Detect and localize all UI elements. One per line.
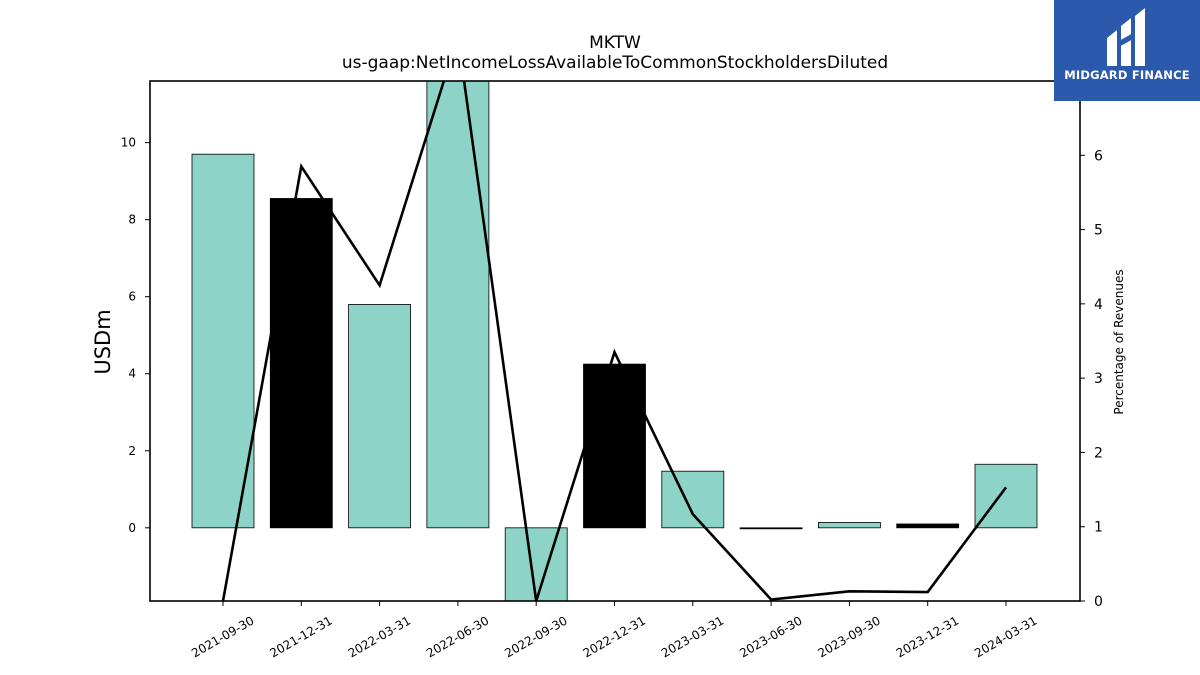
x-tick-label: 2022-06-30 [424, 613, 491, 660]
logo-mark-icon [1107, 8, 1145, 66]
y-tick-label-right: 3 [1094, 371, 1103, 387]
y-tick-label-right: 4 [1094, 297, 1103, 313]
logo-text: MIDGARD FINANCE [1064, 68, 1190, 82]
bar [896, 523, 960, 529]
x-tick-label: 2023-12-31 [894, 613, 961, 660]
chart-title: MKTW [589, 33, 641, 53]
x-tick-label: 2023-03-31 [659, 613, 726, 660]
y-axis-label-left: USDm [91, 309, 115, 374]
y-tick-label-right: 0 [1094, 594, 1103, 610]
bar [504, 527, 568, 601]
y-tick-label-left: 8 [128, 213, 136, 227]
y-tick-label-right: 5 [1094, 223, 1103, 239]
line-series [221, 81, 1008, 601]
percentage-line [221, 81, 1008, 601]
y-tick-label-right: 1 [1094, 520, 1103, 536]
y-tick-label-left: 10 [121, 136, 136, 150]
y-tick-label-left: 2 [128, 444, 136, 458]
x-tick-label: 2024-03-31 [972, 613, 1039, 660]
bar [269, 198, 333, 529]
bar [974, 463, 1038, 529]
x-tick-label: 2022-12-31 [581, 613, 648, 660]
bar [426, 81, 490, 529]
brand-logo: MIDGARD FINANCE [1054, 0, 1200, 101]
y-tick-label-right: 2 [1094, 445, 1103, 461]
bar [191, 153, 255, 529]
chart-subtitle: us-gaap:NetIncomeLossAvailableToCommonSt… [342, 53, 888, 73]
bar [739, 527, 803, 530]
bar [818, 522, 881, 529]
x-tick-label: 2023-06-30 [737, 613, 804, 660]
y-tick-label-left: 4 [128, 367, 136, 381]
x-tick-label: 2021-12-31 [267, 613, 334, 660]
x-tick-label: 2022-03-31 [346, 613, 413, 660]
bar [348, 304, 412, 529]
bar-series [191, 81, 1038, 601]
bar [661, 470, 725, 529]
x-tick-label: 2021-09-30 [189, 613, 256, 660]
bar [583, 363, 646, 529]
y-tick-label-right: 6 [1094, 148, 1103, 164]
y-axis-label-right: Percentage of Revenues [1112, 269, 1126, 414]
y-tick-label-left: 0 [128, 521, 136, 535]
x-tick-label: 2023-09-30 [815, 613, 882, 660]
y-tick-label-left: 6 [128, 290, 136, 304]
x-tick-label: 2022-09-30 [502, 613, 569, 660]
